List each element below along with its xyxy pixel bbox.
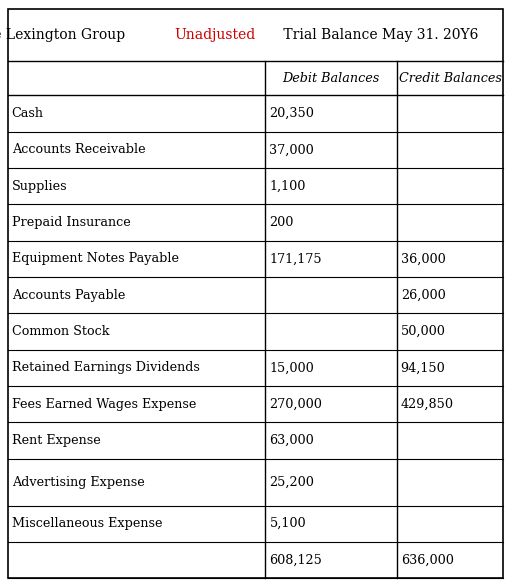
Text: Retained Earnings Dividends: Retained Earnings Dividends <box>12 362 199 375</box>
Text: Cash: Cash <box>12 107 43 120</box>
Text: 429,850: 429,850 <box>401 398 454 411</box>
Text: 36,000: 36,000 <box>401 252 446 265</box>
Text: The Lexington Group: The Lexington Group <box>0 28 129 42</box>
Text: 270,000: 270,000 <box>269 398 322 411</box>
Text: 25,200: 25,200 <box>269 475 314 488</box>
Text: Credit Balances: Credit Balances <box>399 72 501 85</box>
Text: Supplies: Supplies <box>12 180 67 193</box>
Text: 94,150: 94,150 <box>401 362 446 375</box>
Text: 37,000: 37,000 <box>269 143 314 156</box>
Text: Unadjusted: Unadjusted <box>174 28 256 42</box>
Text: 636,000: 636,000 <box>401 554 454 566</box>
Text: 20,350: 20,350 <box>269 107 314 120</box>
Text: Common Stock: Common Stock <box>12 325 109 338</box>
Text: Advertising Expense: Advertising Expense <box>12 475 145 488</box>
Text: 63,000: 63,000 <box>269 434 314 447</box>
Text: Accounts Payable: Accounts Payable <box>12 289 125 302</box>
Text: Fees Earned Wages Expense: Fees Earned Wages Expense <box>12 398 196 411</box>
Text: Rent Expense: Rent Expense <box>12 434 100 447</box>
Text: Prepaid Insurance: Prepaid Insurance <box>12 216 130 229</box>
Text: 15,000: 15,000 <box>269 362 314 375</box>
Text: 171,175: 171,175 <box>269 252 322 265</box>
Text: 26,000: 26,000 <box>401 289 446 302</box>
Text: Trial Balance May 31. 20Y6: Trial Balance May 31. 20Y6 <box>279 28 478 42</box>
Text: Debit Balances: Debit Balances <box>283 72 380 85</box>
Text: 200: 200 <box>269 216 294 229</box>
Text: 1,100: 1,100 <box>269 180 306 193</box>
Text: 50,000: 50,000 <box>401 325 446 338</box>
Text: Miscellaneous Expense: Miscellaneous Expense <box>12 517 162 530</box>
Text: 5,100: 5,100 <box>269 517 306 530</box>
Text: 608,125: 608,125 <box>269 554 322 566</box>
Text: Accounts Receivable: Accounts Receivable <box>12 143 145 156</box>
Text: Equipment Notes Payable: Equipment Notes Payable <box>12 252 179 265</box>
